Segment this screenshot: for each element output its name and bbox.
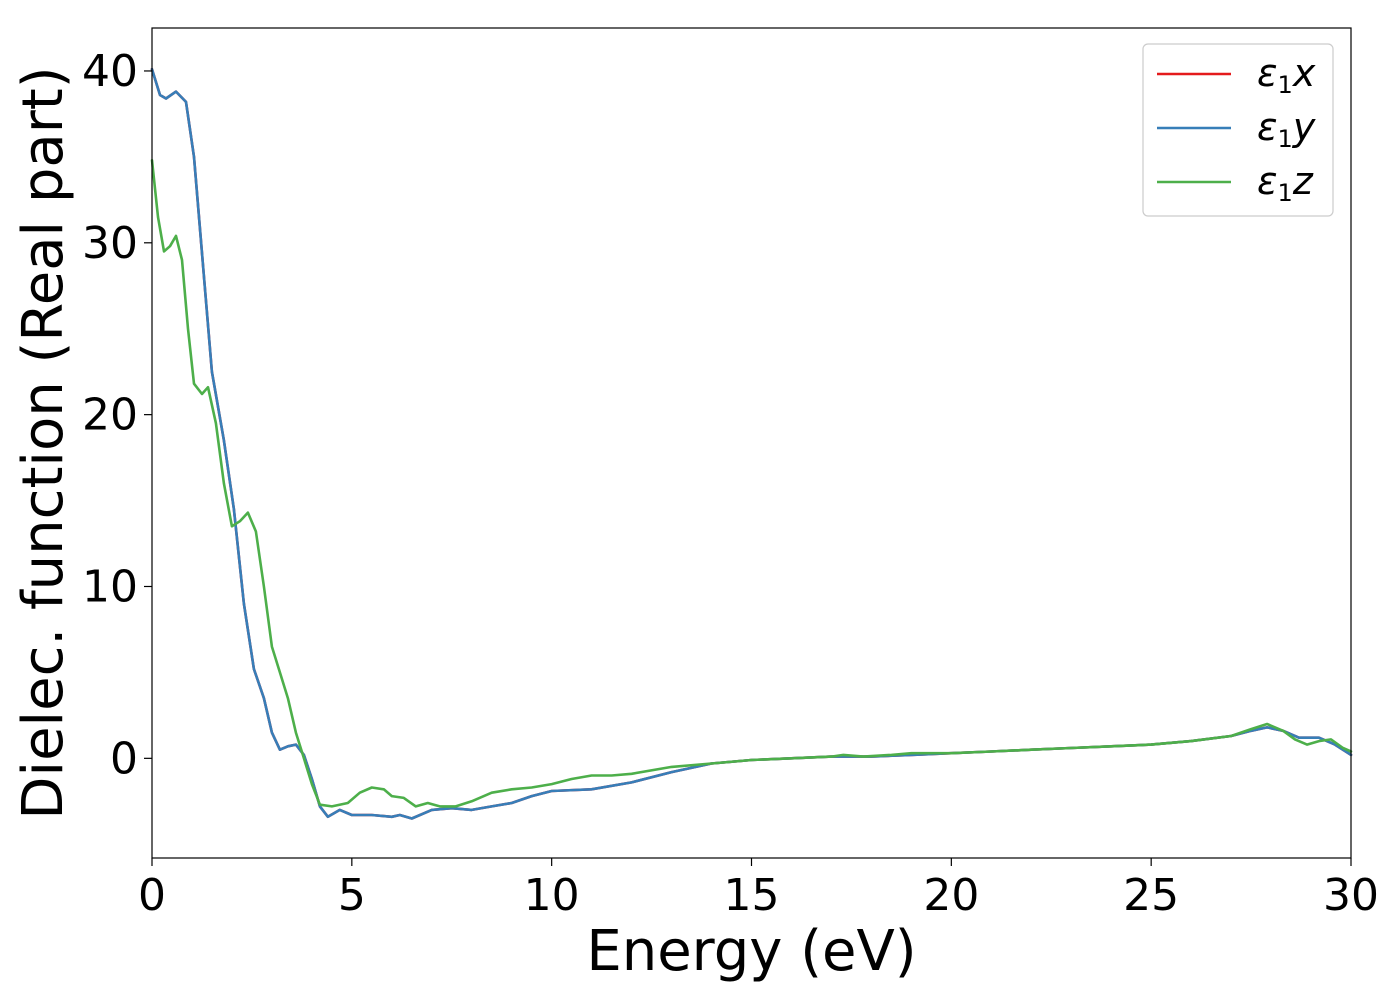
x-axis-label: Energy (eV) — [586, 919, 916, 984]
x-tick-label: 0 — [138, 870, 166, 921]
x-tick-label: 20 — [923, 870, 979, 921]
x-tick-label: 15 — [724, 870, 780, 921]
x-tick-label: 25 — [1123, 870, 1179, 921]
y-tick-label: 0 — [110, 733, 138, 784]
y-tick-label: 40 — [82, 46, 138, 97]
legend-label-z: ε1z — [1257, 159, 1314, 207]
series-layer — [150, 67, 1353, 820]
x-tick-label: 10 — [524, 870, 580, 921]
y-axis-label: Dielec. function (Real part) — [11, 66, 76, 819]
legend-box — [1142, 43, 1334, 217]
ticks-layer: 0 5 10 15 20 25 30 0 10 20 30 40 — [82, 46, 1379, 921]
x-tick-label: 30 — [1323, 870, 1379, 921]
y-tick-label: 10 — [82, 561, 138, 612]
series-line-3 — [150, 159, 1353, 808]
y-tick-label: 30 — [82, 218, 138, 269]
legend-label-y: ε1y — [1257, 105, 1316, 153]
x-tick-label: 5 — [338, 870, 366, 921]
legend: ε1x ε1y ε1z — [1142, 43, 1334, 217]
y-tick-label: 20 — [82, 390, 138, 441]
legend-label-x: ε1x — [1257, 51, 1316, 99]
